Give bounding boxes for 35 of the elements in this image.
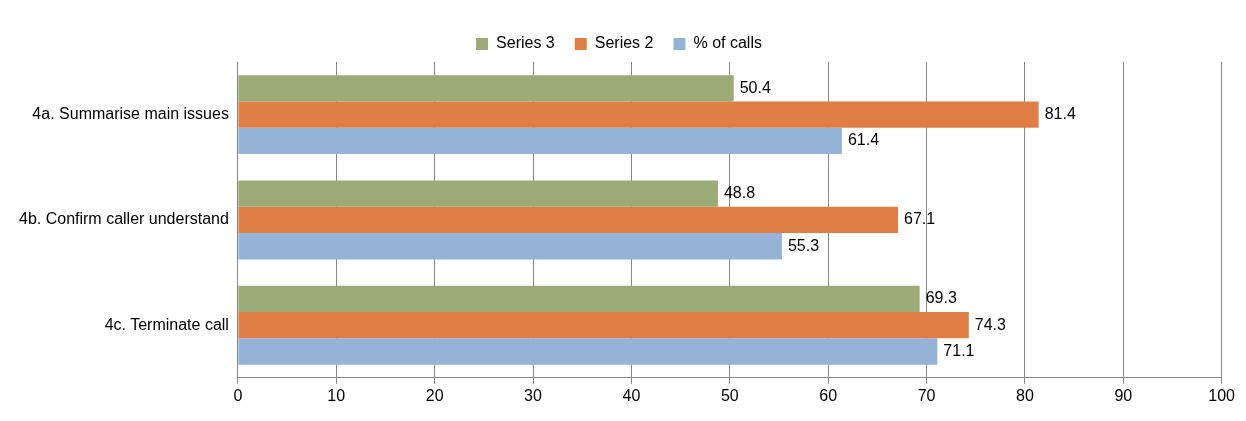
x-tick-label: 100 [1208, 386, 1236, 404]
data-label: 69.3 [925, 289, 957, 307]
bar [238, 180, 718, 207]
bar [238, 312, 969, 339]
x-tick-label: 50 [720, 386, 739, 404]
legend-label: Series 3 [496, 34, 555, 52]
x-tick-label: 0 [233, 386, 243, 404]
data-label: 74.3 [974, 315, 1007, 333]
x-tick-label: 70 [917, 386, 936, 404]
x-tick-label: 60 [819, 386, 838, 404]
x-tick-label: 90 [1114, 386, 1133, 404]
data-label: 48.8 [723, 183, 756, 201]
bar [238, 338, 938, 365]
data-label: 50.4 [739, 78, 771, 96]
bar [238, 206, 898, 234]
legend-label: Series 2 [594, 34, 654, 52]
y-tick-label: 4b. Confirm caller understand [18, 210, 229, 228]
x-tick-label: 20 [425, 386, 444, 404]
legend-label: % of calls [693, 34, 762, 52]
x-tick-label: 10 [327, 386, 346, 404]
bar [238, 233, 782, 260]
x-tick-label: 40 [622, 386, 641, 404]
data-label: 67.1 [903, 210, 936, 228]
bar [238, 127, 842, 155]
bar [238, 75, 734, 102]
bar [238, 101, 1039, 128]
x-tick-label: 80 [1016, 386, 1034, 404]
x-tick-label: 30 [524, 386, 543, 404]
data-label: 71.1 [943, 341, 975, 359]
data-label: 81.4 [1044, 105, 1076, 123]
data-label: 61.4 [847, 131, 880, 149]
data-label: 55.3 [787, 236, 820, 254]
y-tick-label: 4c. Terminate call [104, 315, 229, 333]
y-tick-label: 4a. Summarise main issues [32, 105, 229, 123]
bar [238, 285, 920, 313]
